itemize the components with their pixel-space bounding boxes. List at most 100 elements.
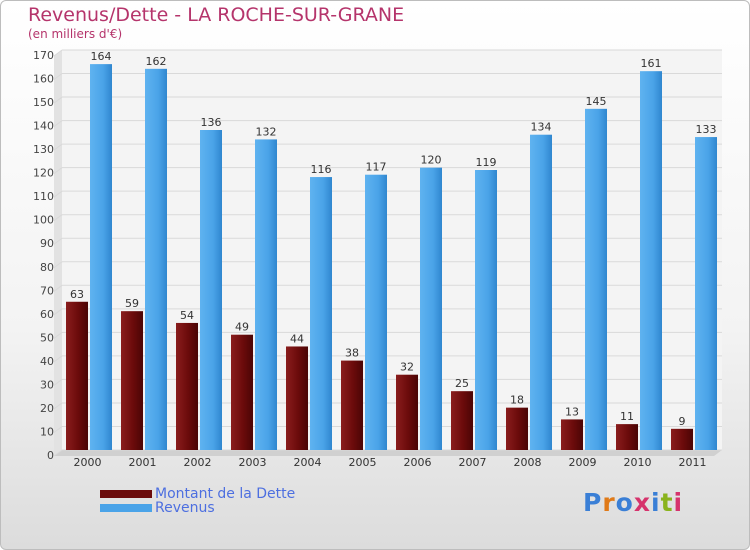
- bar-revenus: [695, 137, 717, 450]
- x-tick-label: 2009: [569, 456, 597, 469]
- bars: [66, 64, 717, 451]
- gridline-wall: [53, 143, 63, 151]
- data-label-dette: 32: [400, 361, 414, 374]
- bar-dette: [66, 301, 88, 450]
- bar-dette: [286, 346, 308, 450]
- gridline-wall: [53, 167, 63, 175]
- data-label-revenus: 134: [531, 121, 552, 134]
- gridline-wall: [53, 49, 63, 57]
- data-label-dette: 25: [455, 377, 469, 390]
- y-tick-label: 160: [33, 73, 54, 86]
- gridline-wall: [53, 402, 63, 410]
- bar-dette: [396, 374, 418, 450]
- data-label-dette: 44: [290, 332, 304, 345]
- bar-dette: [561, 419, 583, 450]
- gridline-wall: [53, 331, 63, 339]
- chart-subtitle: (en milliers d'€): [28, 27, 123, 41]
- data-label-revenus: 162: [146, 55, 167, 68]
- data-label-dette: 63: [70, 288, 84, 301]
- bar-revenus: [255, 139, 277, 451]
- bar-dette: [616, 424, 638, 450]
- gridline-wall: [53, 73, 63, 80]
- data-label-revenus: 161: [641, 57, 662, 70]
- logo-letter: o: [615, 488, 634, 517]
- data-label-revenus: 120: [421, 154, 442, 167]
- logo-letter: i: [673, 488, 684, 517]
- gridline-wall: [53, 190, 63, 198]
- gridlines: [53, 49, 722, 457]
- logo-letter: i: [651, 488, 661, 517]
- y-tick-label: 50: [40, 331, 54, 344]
- bar-dette: [176, 322, 198, 450]
- y-tick-label: 100: [33, 214, 54, 227]
- y-tick-label: 10: [40, 425, 54, 438]
- bar-revenus: [640, 71, 662, 451]
- gridline-wall: [53, 308, 63, 316]
- plot-left-wall: [54, 50, 62, 456]
- gridline-wall: [53, 379, 63, 386]
- bar-revenus: [145, 68, 167, 450]
- plot-area: [54, 50, 722, 456]
- y-tick-label: 30: [40, 378, 54, 391]
- bar-revenus: [200, 130, 222, 450]
- data-label-revenus: 133: [696, 123, 717, 136]
- x-tick-label: 2008: [514, 456, 542, 469]
- data-label-revenus: 117: [366, 161, 387, 174]
- y-tick-label: 90: [40, 237, 54, 250]
- logo-letter: P: [583, 488, 603, 517]
- x-tick-label: 2011: [679, 456, 707, 469]
- data-label-dette: 13: [565, 405, 579, 418]
- bar-revenus: [310, 177, 332, 450]
- data-label-dette: 59: [125, 297, 139, 310]
- bar-dette: [506, 407, 528, 450]
- data-label-revenus: 116: [311, 163, 332, 176]
- x-tick-label: 2005: [349, 456, 377, 469]
- y-tick-label: 80: [40, 261, 54, 274]
- bar-revenus: [365, 174, 387, 451]
- bar-revenus: [530, 134, 552, 451]
- logo-letter: r: [602, 488, 616, 517]
- data-labels: 63 164 59 162 54 136 49 132 44 116 38 117 32 120 25 119…: [70, 50, 717, 428]
- data-label-dette: 49: [235, 321, 249, 334]
- logo-letter: t: [660, 488, 674, 517]
- x-axis: 2000 2001 2002 2003 2004 2005 2006 2007 2008 2009…: [74, 456, 707, 469]
- y-tick-label: 20: [40, 402, 54, 415]
- data-label-dette: 38: [345, 347, 359, 360]
- data-label-revenus: 136: [201, 116, 222, 129]
- plot-background: [62, 50, 722, 450]
- gridline-wall: [53, 449, 63, 457]
- x-tick-label: 2006: [404, 456, 432, 469]
- data-label-dette: 18: [510, 394, 524, 407]
- bar-revenus: [420, 167, 442, 450]
- x-tick-label: 2003: [239, 456, 267, 469]
- y-tick-label: 0: [47, 449, 54, 462]
- data-label-revenus: 132: [256, 125, 277, 138]
- y-tick-label: 60: [40, 308, 54, 321]
- proxiti-logo: Proxiti: [583, 488, 683, 517]
- logo-letter: x: [633, 488, 651, 517]
- data-label-revenus: 145: [586, 95, 607, 108]
- y-tick-label: 70: [40, 284, 54, 297]
- y-tick-label: 170: [33, 49, 54, 62]
- bar-dette: [231, 334, 253, 450]
- data-label-revenus: 119: [476, 156, 497, 169]
- gridline-wall: [53, 426, 63, 433]
- data-label-revenus: 164: [91, 50, 112, 63]
- chart-title: Revenus/Dette - LA ROCHE-SUR-GRANE: [28, 4, 405, 26]
- bar-revenus: [475, 170, 497, 450]
- y-tick-label: 110: [33, 190, 54, 203]
- legend-swatch-dette: [100, 490, 152, 498]
- bar-revenus: [90, 64, 112, 450]
- gridline-wall: [53, 261, 63, 269]
- plot-floor: [54, 450, 722, 456]
- legend-swatch-revenus: [100, 504, 152, 512]
- y-tick-label: 140: [33, 120, 54, 133]
- gridline-wall: [53, 120, 63, 127]
- x-tick-label: 2000: [74, 456, 102, 469]
- gridline-wall: [53, 96, 63, 104]
- gridline-wall: [53, 214, 63, 222]
- y-tick-label: 120: [33, 167, 54, 180]
- data-label-dette: 54: [180, 309, 194, 322]
- gridline-wall: [53, 237, 63, 245]
